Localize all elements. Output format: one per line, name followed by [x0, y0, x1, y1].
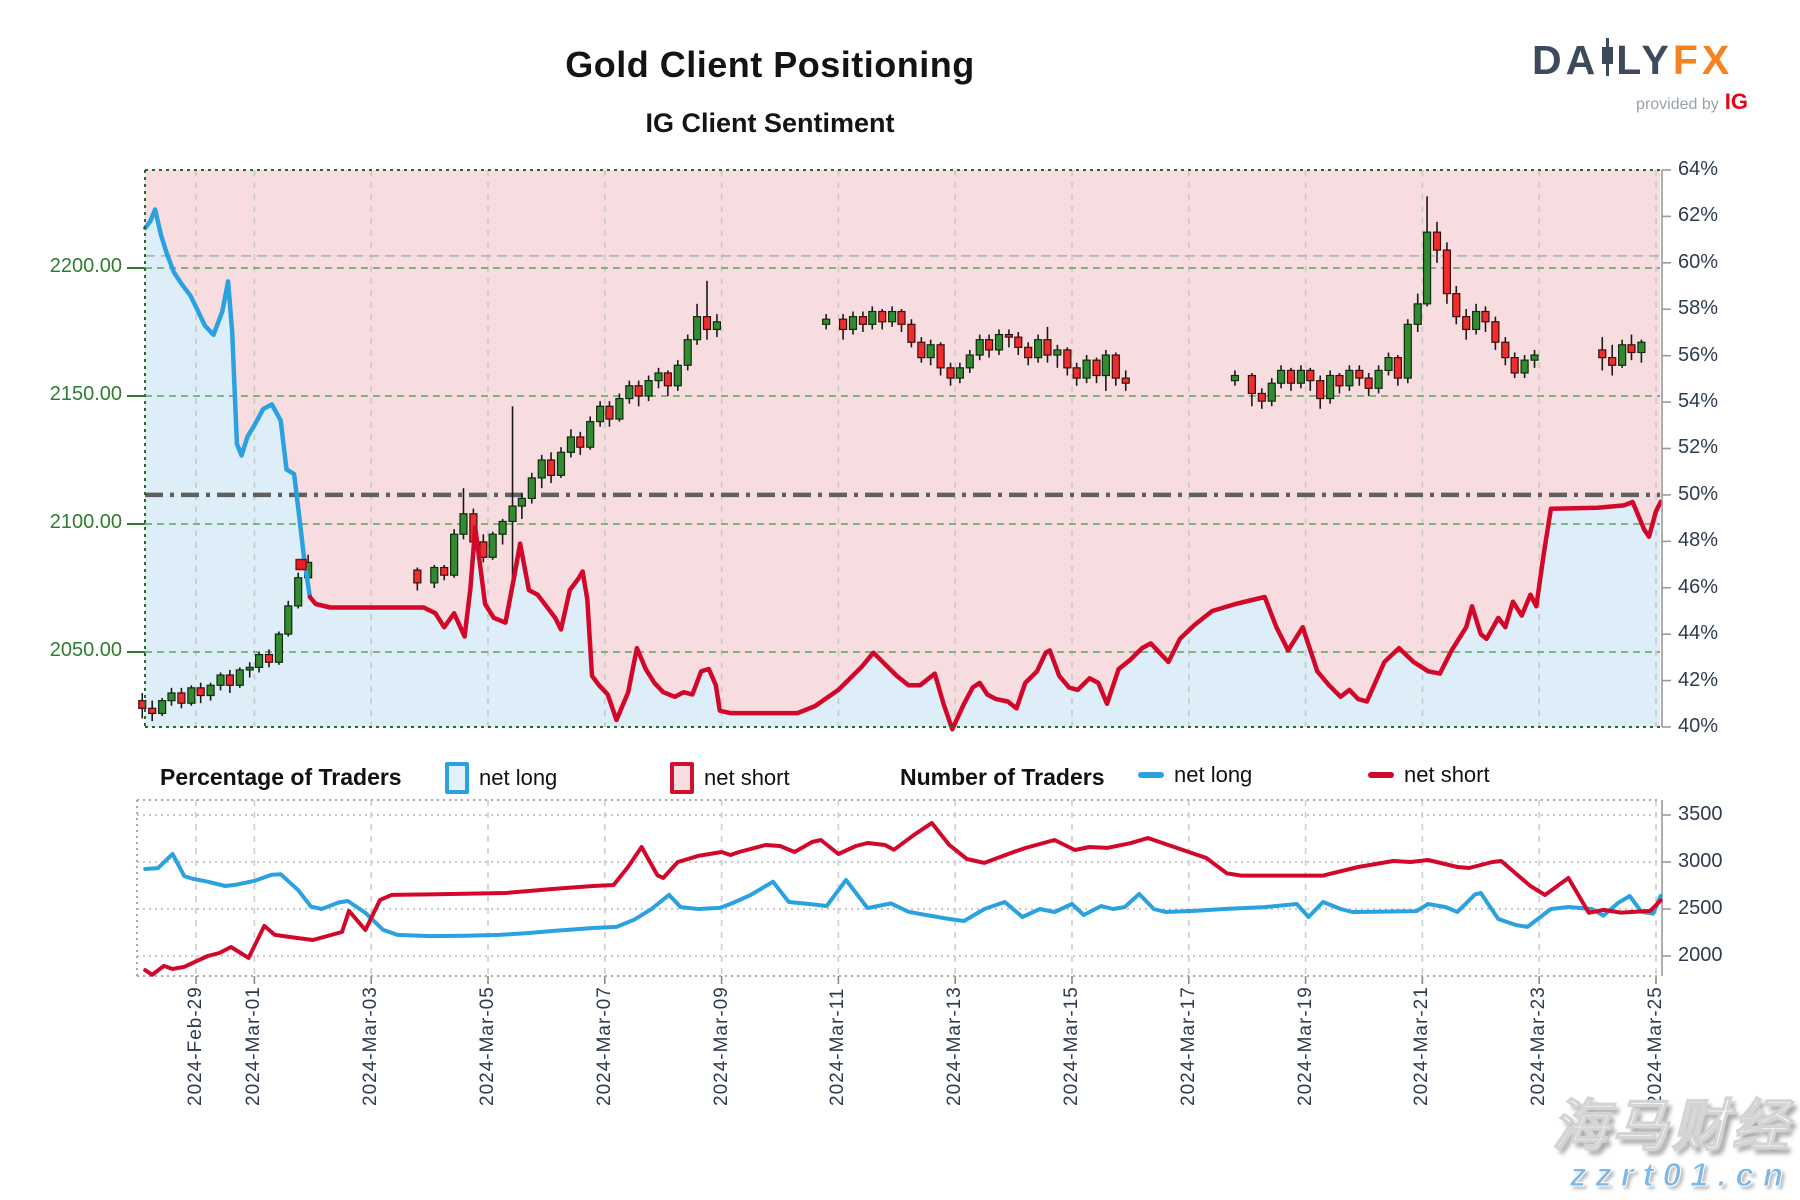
- logo-fx: FX: [1672, 37, 1734, 83]
- legend-num-net-long-label: net long: [1174, 762, 1253, 787]
- legend-pct-net-short: net short: [670, 762, 790, 794]
- number-of-traders-panel: [136, 799, 1671, 984]
- chart-subtitle: IG Client Sentiment: [645, 108, 895, 138]
- legend-percentage-of-traders-title: Percentage of Traders: [160, 764, 402, 790]
- net-long-line-icon: [1138, 772, 1164, 778]
- flip-marker: [295, 558, 307, 571]
- main-chart-frame: [127, 169, 1671, 728]
- net-short-square-icon: [670, 762, 694, 794]
- main-gridlines: [145, 170, 1660, 727]
- logo-da: DA: [1532, 37, 1600, 83]
- legend-number-of-traders-title: Number of Traders: [900, 764, 1105, 790]
- gold-price-candles: [138, 196, 1646, 722]
- page-title: Gold Client Positioning: [565, 44, 975, 85]
- traders-net-short-line: [143, 821, 1663, 977]
- traders-net-long-line: [143, 852, 1663, 939]
- sentiment-percentage-line: [142, 207, 1663, 732]
- legend-pct-net-short-label: net short: [704, 765, 790, 790]
- net-long-square-icon: [445, 762, 469, 794]
- watermark: 海马财经 zzrt01.cn: [1551, 1094, 1792, 1194]
- dailyfx-logo: DA LY FX provided by IG: [1532, 38, 1762, 115]
- watermark-cjk-text: 海马财经: [1551, 1094, 1792, 1158]
- watermark-url-text: zzrt01.cn: [1569, 1156, 1792, 1194]
- legend-pct-net-long-label: net long: [479, 765, 558, 790]
- logo-provided-by: provided by IG: [1532, 89, 1762, 115]
- logo-ly: LY: [1616, 37, 1673, 83]
- provided-by-text: provided by: [1636, 96, 1719, 113]
- legend-pct-net-long: net long: [445, 762, 557, 794]
- main-chart-background: [145, 170, 1661, 730]
- candlestick-icon: [1601, 38, 1614, 83]
- dailyfx-wordmark: DA LY FX: [1532, 38, 1762, 83]
- net-long-majority-segment: [142, 207, 313, 600]
- net-short-line-icon: [1368, 772, 1394, 778]
- legend-num-net-long: net long: [1138, 762, 1252, 788]
- chart-legend: Percentage of Traders net long net short…: [0, 760, 1800, 800]
- net-short-majority-segment: [307, 499, 1663, 732]
- legend-num-net-short-label: net short: [1404, 762, 1490, 787]
- legend-num-net-short: net short: [1368, 762, 1490, 788]
- ig-logo: IG: [1724, 89, 1748, 114]
